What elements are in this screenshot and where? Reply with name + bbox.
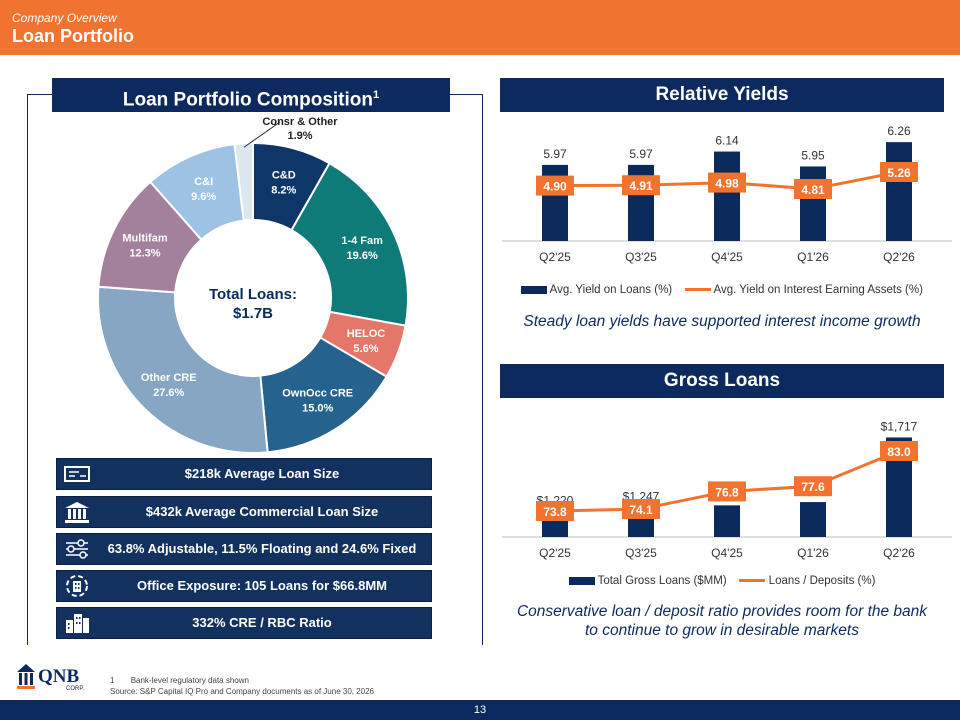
bar	[714, 151, 740, 241]
info-bar-text: $218k Average Loan Size	[184, 466, 340, 481]
info-bar-text: 332% CRE / RBC Ratio	[192, 615, 332, 630]
sliders-icon	[57, 534, 97, 564]
logo-sub: CORP.	[66, 686, 85, 692]
x-tick-label: Q3'25	[625, 250, 657, 264]
footer-bar: 13	[0, 700, 960, 720]
legend-label: Loans / Deposits (%)	[768, 575, 876, 587]
yields-title: Relative Yields	[500, 78, 944, 112]
bar	[800, 166, 826, 241]
line-point-label-box	[794, 179, 832, 199]
bar	[886, 142, 912, 241]
x-tick-label: Q4'25	[711, 250, 743, 264]
office-building-icon	[57, 571, 97, 601]
line-point-label-box	[794, 476, 832, 497]
legend-label: Total Gross Loans ($MM)	[597, 575, 727, 587]
bar-data-label: 5.97	[629, 147, 653, 161]
loan-card-icon	[57, 459, 97, 489]
line-data-label: 83.0	[887, 445, 911, 459]
page-number: 13	[473, 704, 487, 716]
line-point-label-box	[536, 501, 574, 521]
line-series	[554, 449, 900, 513]
line-point-label-box	[622, 175, 660, 196]
line-data-label: 4.91	[629, 179, 653, 193]
bank-building-icon	[57, 497, 97, 527]
bar	[714, 505, 740, 537]
x-tick-label: Q4'25	[711, 546, 743, 560]
line-point-label-box	[880, 162, 918, 182]
footnote-text: Bank-level regulatory data shown	[130, 676, 249, 685]
page-title: Loan Portfolio	[12, 26, 134, 46]
yields-note: Steady loan yields have supported intere…	[523, 313, 921, 330]
legend-swatch-line	[684, 288, 711, 292]
x-tick-label: Q3'25	[625, 546, 657, 560]
line-point-label-box	[708, 481, 746, 502]
info-bar-text: 63.8% Adjustable, 11.5% Floating and 24.…	[107, 541, 417, 556]
composition-title-sup: 1	[373, 89, 380, 101]
bar-data-label: 6.26	[887, 124, 911, 138]
line-data-label: 5.26	[887, 166, 911, 180]
info-bar-office-exposure: Office Exposure: 105 Loans for $66.8MM	[56, 570, 432, 602]
info-bar-text: Office Exposure: 105 Loans for $66.8MM	[137, 578, 387, 593]
bar	[800, 502, 826, 537]
legend-label: Avg. Yield on Interest Earning Assets (%…	[713, 284, 923, 296]
gross-loans-chart: $1,220Q2'25$1,247Q3'25$1,262Q4'25$1,284Q…	[502, 419, 952, 560]
gross-loans-title: Gross Loans	[500, 364, 944, 398]
line-data-label: 4.98	[715, 177, 739, 191]
gross-loans-note: Conservative loan / deposit ratio provid…	[500, 602, 944, 640]
info-bar-text: $432k Average Commercial Loan Size	[145, 504, 379, 519]
x-tick-label: Q2'26	[883, 546, 915, 560]
line-data-label: 76.8	[715, 485, 739, 499]
legend-swatch-line	[739, 579, 766, 583]
footnote-number: 1	[110, 676, 115, 685]
legend-swatch-bar	[521, 285, 548, 294]
line-data-label: 4.81	[801, 183, 825, 197]
header-kicker: Company Overview	[12, 11, 117, 25]
line-data-label: 77.6	[801, 480, 825, 494]
line-point-label-box	[536, 175, 574, 196]
yields-chart: 5.97 Q2'25 5.97 Q3'25 6.14 Q4'25 5.95 Q1'26 6.26…	[502, 124, 952, 264]
logo-text: QNB	[38, 666, 80, 687]
yields-legend: Avg. Yield on Loans (%) Avg. Yield on In…	[500, 284, 944, 296]
source-note: Source: S&P Capital IQ Pro and Company d…	[110, 687, 375, 696]
x-tick-label: Q2'26	[883, 250, 915, 264]
bar-data-label: 5.95	[801, 148, 825, 162]
info-bar-commercial-loan: $432k Average Commercial Loan Size	[56, 496, 432, 528]
legend-swatch-bar	[568, 576, 595, 585]
line-point-label-box	[622, 499, 660, 520]
x-tick-label: Q1'26	[797, 250, 829, 264]
x-tick-label: Q2'25	[539, 546, 571, 560]
composition-title: Loan Portfolio Composition1	[52, 78, 450, 112]
x-tick-label: Q1'26	[797, 546, 829, 560]
bar-data-label: 5.97	[543, 147, 567, 161]
footnote: 1 Bank-level regulatory data shown	[110, 676, 249, 685]
gross-loans-legend: Total Gross Loans ($MM) Loans / Deposits…	[500, 575, 944, 587]
legend-label: Avg. Yield on Loans (%)	[549, 284, 673, 296]
city-buildings-icon	[57, 608, 97, 638]
qnb-logo: QNB CORP.	[14, 662, 84, 694]
composition-title-text: Loan Portfolio Composition	[122, 89, 373, 111]
bar-data-label: 6.14	[715, 134, 739, 148]
gross-loans-note-line1: Conservative loan / deposit ratio provid…	[516, 603, 928, 620]
gross-loans-note-line2: to continue to grow in desirable markets	[585, 622, 859, 639]
header-bar: Company Overview Loan Portfolio	[0, 0, 960, 55]
line-point-label-box	[880, 441, 918, 461]
line-data-label: 73.8	[543, 505, 567, 519]
line-point-label-box	[708, 172, 746, 193]
bar-data-label: $1,717	[881, 419, 918, 433]
line-data-label: 74.1	[629, 503, 653, 517]
info-bar-cre-ratio: 332% CRE / RBC Ratio	[56, 607, 432, 639]
x-tick-label: Q2'25	[539, 250, 571, 264]
info-bar-avg-loan: $218k Average Loan Size	[56, 458, 432, 490]
info-bar-rate-mix: 63.8% Adjustable, 11.5% Floating and 24.…	[56, 533, 432, 565]
line-data-label: 4.90	[543, 180, 567, 194]
